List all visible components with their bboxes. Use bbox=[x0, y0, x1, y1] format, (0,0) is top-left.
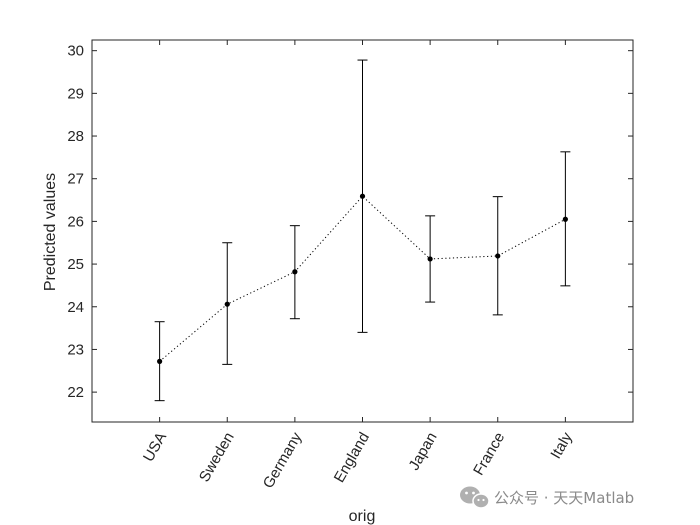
data-point bbox=[157, 358, 163, 364]
data-point bbox=[495, 253, 501, 259]
y-tick-label: 27 bbox=[67, 171, 84, 188]
x-tick-label: Germany bbox=[260, 429, 306, 491]
x-tick-label: Japan bbox=[405, 430, 440, 474]
x-tick-label: France bbox=[470, 430, 508, 479]
y-tick-label: 22 bbox=[67, 384, 84, 401]
x-tick-label: Italy bbox=[547, 429, 576, 462]
data-point bbox=[359, 193, 366, 199]
watermark: 公众号 · 天天Matlab bbox=[460, 486, 634, 509]
y-tick-label: 23 bbox=[67, 341, 84, 358]
data-point bbox=[427, 256, 433, 262]
x-axis-label: orig bbox=[349, 508, 376, 525]
y-tick-label: 26 bbox=[67, 213, 84, 230]
y-tick-label: 28 bbox=[67, 128, 84, 145]
y-tick-label: 29 bbox=[67, 85, 84, 102]
x-tick-label: Sweden bbox=[196, 430, 238, 485]
data-point bbox=[562, 216, 568, 222]
y-tick-label: 25 bbox=[67, 256, 84, 273]
watermark-text: 公众号 · 天天Matlab bbox=[494, 489, 634, 507]
wechat-icon bbox=[460, 486, 490, 509]
data-point bbox=[224, 301, 230, 307]
y-axis-label: Predicted values bbox=[42, 173, 59, 291]
x-tick-label: USA bbox=[140, 430, 170, 465]
data-point bbox=[292, 269, 298, 275]
y-tick-label: 24 bbox=[67, 299, 84, 316]
series-predicted bbox=[154, 59, 571, 402]
x-tick-label: England bbox=[331, 430, 373, 486]
y-axis-ticks: 22 23 24 25 26 27 28 29 30 bbox=[67, 43, 633, 401]
y-tick-label: 30 bbox=[67, 43, 84, 60]
